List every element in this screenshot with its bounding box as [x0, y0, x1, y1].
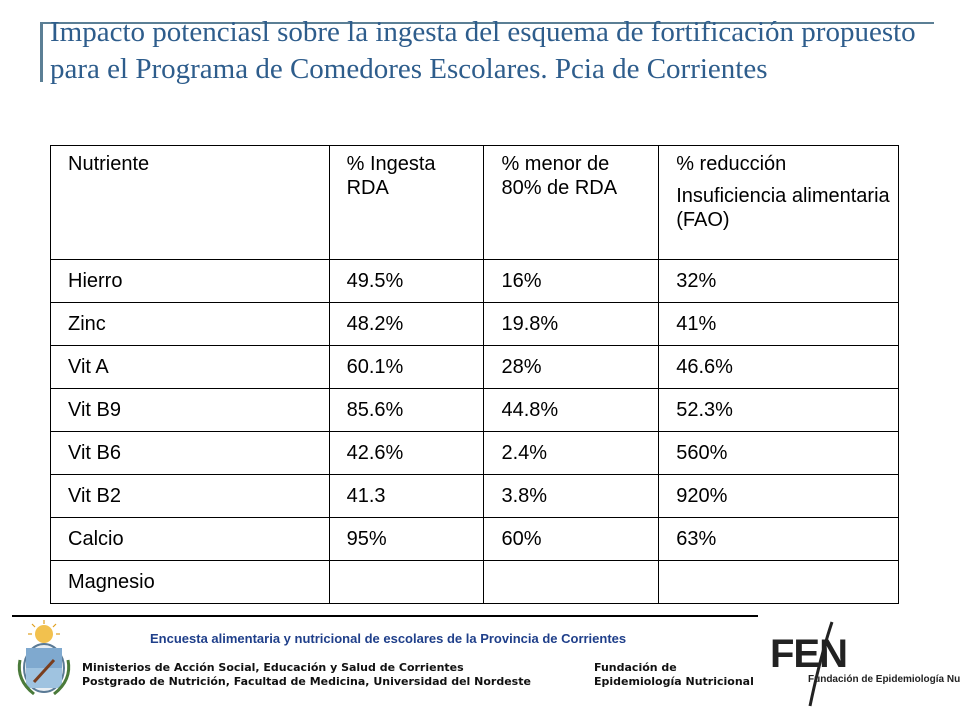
- footer-foundation: Fundación de Epidemiología Nutricional: [594, 661, 754, 689]
- cell-ingesta: 85.6%: [328, 388, 485, 432]
- table-row: Zinc 48.2% 19.8% 41%: [50, 302, 899, 346]
- cell-nutriente: Vit B2: [50, 474, 330, 518]
- header-reduccion: % reducción Insuficiencia alimentaria (F…: [658, 145, 899, 260]
- cell-menor-80: 19.8%: [483, 302, 660, 346]
- cell-nutriente: Vit A: [50, 345, 330, 389]
- cell-reduccion: [658, 560, 899, 604]
- header-nutriente: Nutriente: [50, 145, 330, 260]
- slide-title: Impacto potenciasl sobre la ingesta del …: [50, 16, 916, 85]
- footer-institutions: Ministerios de Acción Social, Educación …: [82, 661, 531, 689]
- cell-reduccion: 46.6%: [658, 345, 899, 389]
- cell-reduccion: 52.3%: [658, 388, 899, 432]
- fen-logo-word: FEN: [770, 632, 848, 676]
- header-ingesta: % Ingesta RDA: [328, 145, 485, 260]
- footer-right-line-2: Epidemiología Nutricional: [594, 675, 754, 688]
- table-row: Vit A 60.1% 28% 46.6%: [50, 345, 899, 389]
- title-decoration-horizontal: [40, 22, 934, 24]
- footer-right-line-1: Fundación de: [594, 661, 677, 674]
- cell-ingesta: 41.3: [328, 474, 485, 518]
- table-row: Vit B6 42.6% 2.4% 560%: [50, 431, 899, 475]
- cell-reduccion: 32%: [658, 259, 899, 303]
- table-row: Vit B9 85.6% 44.8% 52.3%: [50, 388, 899, 432]
- footer-divider: [12, 615, 758, 617]
- cell-reduccion: 63%: [658, 517, 899, 561]
- table-header-row: Nutriente % Ingesta RDA % menor de 80% d…: [50, 145, 899, 260]
- cell-nutriente: Hierro: [50, 259, 330, 303]
- cell-reduccion: 560%: [658, 431, 899, 475]
- cell-nutriente: Vit B6: [50, 431, 330, 475]
- table-row: Vit B2 41.3 3.8% 920%: [50, 474, 899, 518]
- cell-ingesta: 48.2%: [328, 302, 485, 346]
- cell-nutriente: Zinc: [50, 302, 330, 346]
- cell-nutriente: Magnesio: [50, 560, 330, 604]
- cell-ingesta: 49.5%: [328, 259, 485, 303]
- cell-ingesta: 95%: [328, 517, 485, 561]
- fen-logo-icon: [808, 621, 834, 707]
- cell-menor-80: 60%: [483, 517, 660, 561]
- table-row: Hierro 49.5% 16% 32%: [50, 259, 899, 303]
- footer-left-line-2: Postgrado de Nutrición, Facultad de Medi…: [82, 675, 531, 688]
- cell-menor-80: 44.8%: [483, 388, 660, 432]
- cell-ingesta: [328, 560, 485, 604]
- footer-left-line-1: Ministerios de Acción Social, Educación …: [82, 661, 464, 674]
- cell-ingesta: 42.6%: [328, 431, 485, 475]
- cell-nutriente: Vit B9: [50, 388, 330, 432]
- cell-menor-80: [483, 560, 660, 604]
- nutrient-table: Nutriente % Ingesta RDA % menor de 80% d…: [50, 145, 899, 604]
- fen-logo-subtitle: Fundación de Epidemiología Nutricional: [808, 674, 960, 685]
- cell-menor-80: 2.4%: [483, 431, 660, 475]
- title-decoration-vertical: [40, 22, 43, 82]
- cell-menor-80: 3.8%: [483, 474, 660, 518]
- province-seal-icon: [17, 620, 71, 696]
- cell-reduccion: 41%: [658, 302, 899, 346]
- footer-title: Encuesta alimentaria y nutricional de es…: [150, 631, 627, 646]
- cell-menor-80: 28%: [483, 345, 660, 389]
- table-row: Calcio 95% 60% 63%: [50, 517, 899, 561]
- cell-reduccion: 920%: [658, 474, 899, 518]
- cell-nutriente: Calcio: [50, 517, 330, 561]
- cell-ingesta: 60.1%: [328, 345, 485, 389]
- cell-menor-80: 16%: [483, 259, 660, 303]
- header-menor-80: % menor de 80% de RDA: [483, 145, 660, 260]
- table-row: Magnesio: [50, 560, 899, 604]
